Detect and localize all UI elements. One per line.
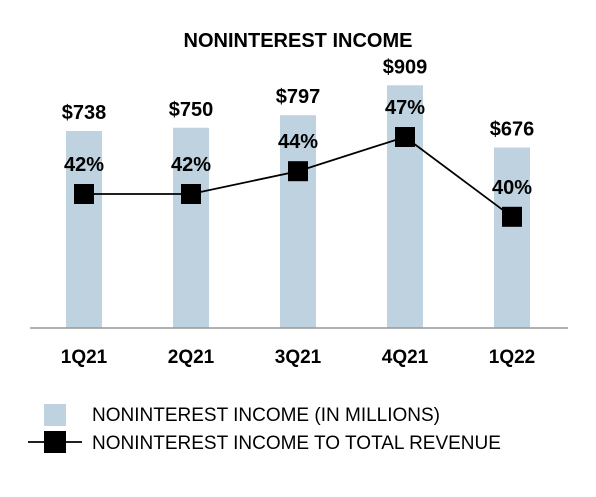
legend-line-marker <box>44 431 66 453</box>
bar-3q21 <box>280 115 316 329</box>
x-tick-label: 2Q21 <box>168 347 215 368</box>
ratio-marker-1q21 <box>74 184 94 204</box>
legend-bar-label: NONINTEREST INCOME (IN MILLIONS) <box>92 405 440 426</box>
chart-title: NONINTEREST INCOME <box>184 30 413 52</box>
ratio-marker-2q21 <box>181 184 201 204</box>
bar-1q22 <box>494 147 530 328</box>
ratio-value-label: 47% <box>385 97 425 119</box>
bar-value-label: $797 <box>276 86 321 108</box>
bars-layer <box>66 85 530 329</box>
x-tick-label: 3Q21 <box>275 347 322 368</box>
x-tick-label: 4Q21 <box>382 347 429 368</box>
legend-line-label: NONINTEREST INCOME TO TOTAL REVENUE <box>92 433 501 454</box>
x-tick-labels: 1Q21 2Q21 3Q21 4Q21 1Q22 <box>61 347 535 368</box>
line-layer <box>74 127 522 227</box>
x-tick-label: 1Q22 <box>489 347 535 368</box>
bar-4q21 <box>387 85 423 328</box>
ratio-marker-1q22 <box>502 206 522 227</box>
ratio-marker-4q21 <box>395 127 415 147</box>
legend: NONINTEREST INCOME (IN MILLIONS) NONINTE… <box>28 404 501 454</box>
bar-value-label: $676 <box>490 119 535 141</box>
bar-1q21 <box>66 130 102 328</box>
legend-bar-swatch <box>44 404 66 426</box>
ratio-value-label: 42% <box>171 154 211 176</box>
ratio-marker-3q21 <box>288 161 308 182</box>
bar-2q21 <box>173 127 209 328</box>
x-tick-label: 1Q21 <box>61 347 108 368</box>
bar-value-label: $909 <box>383 56 428 78</box>
bar-value-label: $738 <box>62 102 107 124</box>
ratio-value-label: 42% <box>64 154 104 176</box>
ratio-value-label: 44% <box>278 131 318 153</box>
labels-layer: $738 $750 $797 $909 $676 42% 42% 44% 47% 40% <box>62 56 535 199</box>
ratio-value-label: 40% <box>492 177 532 199</box>
bar-value-label: $750 <box>169 99 214 121</box>
